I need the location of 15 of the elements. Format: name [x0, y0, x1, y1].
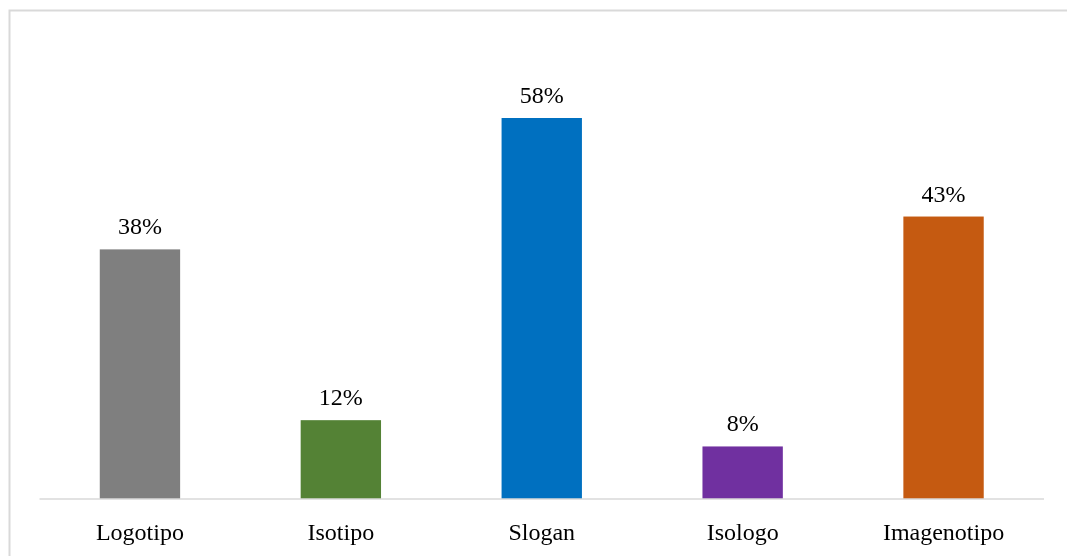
- data-label: 43%: [921, 180, 966, 207]
- bar: [702, 446, 783, 499]
- bar: [99, 249, 181, 499]
- x-tick-label: Logotipo: [95, 519, 184, 545]
- x-tick-label: Imagenotipo: [882, 519, 1005, 545]
- bar: [903, 216, 984, 499]
- data-label: 38%: [117, 213, 162, 240]
- x-tick-label: Slogan: [508, 519, 576, 545]
- x-tick-label: Isologo: [706, 519, 779, 545]
- bar: [300, 420, 382, 499]
- bar: [501, 118, 582, 499]
- x-tick-label: Isotipo: [307, 519, 375, 545]
- data-label: 8%: [726, 410, 759, 437]
- data-label: 58%: [519, 82, 564, 108]
- data-label: 12%: [318, 384, 363, 411]
